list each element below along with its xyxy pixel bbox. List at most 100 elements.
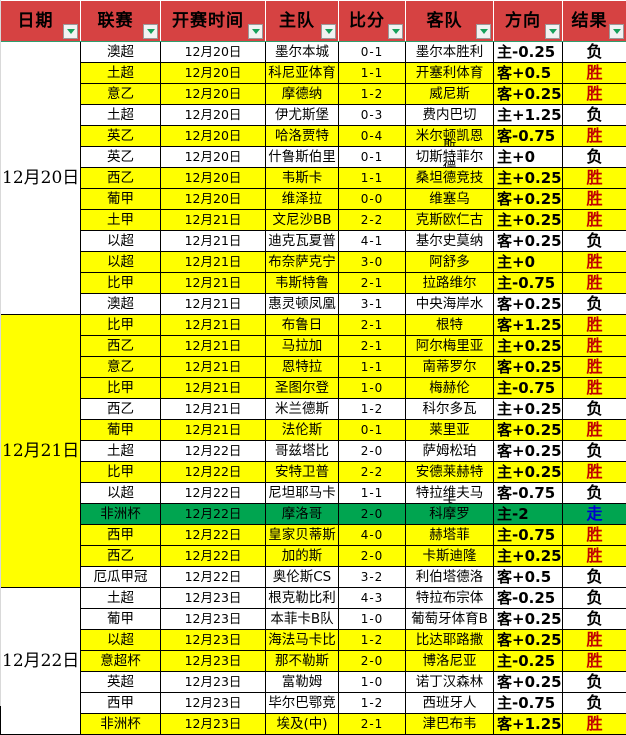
cell-result: 胜	[563, 630, 626, 651]
cell-score: 4-0	[339, 525, 406, 546]
cell-league: 比甲	[81, 315, 161, 336]
cell-home-team: 恩特拉	[266, 357, 339, 378]
cell-score: 1-1	[339, 483, 406, 504]
cell-result: 胜	[563, 651, 626, 672]
cell-result: 胜	[563, 84, 626, 105]
cell-direction: 主+0	[494, 252, 563, 273]
col-header-result[interactable]: 结果	[563, 1, 626, 42]
col-header-date[interactable]: 日期	[1, 1, 81, 42]
cell-direction: 客+0.5	[494, 63, 563, 84]
cell-direction: 主-0.75	[494, 273, 563, 294]
cell-score: 1-1	[339, 63, 406, 84]
cell-direction: 客+0.25	[494, 294, 563, 315]
cell-away-team: 梅赫伦	[406, 378, 494, 399]
cell-time: 12月22日	[161, 483, 266, 504]
filter-dropdown-icon-direction[interactable]	[545, 24, 560, 39]
cell-away-team: 比达耶路撒	[406, 630, 494, 651]
cell-home-team: 圣图尔登	[266, 378, 339, 399]
col-header-score[interactable]: 比分	[339, 1, 406, 42]
filter-dropdown-icon-score[interactable]	[388, 24, 403, 39]
cell-away-team: 开塞利体育	[406, 63, 494, 84]
col-header-home[interactable]: 主队	[266, 1, 339, 42]
cell-home-team: 韦斯特鲁	[266, 273, 339, 294]
cell-time: 12月21日	[161, 210, 266, 231]
cell-time: 12月20日	[161, 63, 266, 84]
cell-direction: 主+0.25	[494, 546, 563, 567]
cell-time: 12月20日	[161, 105, 266, 126]
cell-home-team: 惠灵顿凤凰	[266, 294, 339, 315]
cell-direction: 主+0	[494, 147, 563, 168]
cell-result: 胜	[563, 714, 626, 735]
cell-away-team: 基尔史莫纳	[406, 231, 494, 252]
cell-home-team: 尼坦耶马卡	[266, 483, 339, 504]
filter-dropdown-icon-time[interactable]	[248, 24, 263, 39]
cell-direction: 主-0.25	[494, 651, 563, 672]
cell-away-team: 拉路维尔	[406, 273, 494, 294]
filter-dropdown-icon-league[interactable]	[143, 24, 158, 39]
cell-score: 2-0	[339, 546, 406, 567]
cell-away-team: 阿尔梅里亚	[406, 336, 494, 357]
cell-result: 负	[563, 693, 626, 714]
cell-league: 非洲杯	[81, 714, 161, 735]
cell-result: 胜	[563, 378, 626, 399]
col-header-direction[interactable]: 方向	[494, 1, 563, 42]
filter-dropdown-icon-date[interactable]	[63, 24, 78, 39]
cell-score: 1-0	[339, 609, 406, 630]
cell-league: 以超	[81, 252, 161, 273]
cell-direction: 客+0.25	[494, 672, 563, 693]
filter-dropdown-icon-home[interactable]	[321, 24, 336, 39]
col-header-league[interactable]: 联赛	[81, 1, 161, 42]
cell-time: 12月23日	[161, 609, 266, 630]
cell-time: 12月22日	[161, 504, 266, 525]
filter-dropdown-icon-result[interactable]	[609, 24, 624, 39]
col-header-time[interactable]: 开赛时间	[161, 1, 266, 42]
cell-direction: 主-0.75	[494, 525, 563, 546]
cell-time: 12月20日	[161, 42, 266, 63]
col-header-away[interactable]: 客队	[406, 1, 494, 42]
cell-away-team: 葡萄牙体育B	[406, 609, 494, 630]
cell-result: 负	[563, 147, 626, 168]
cell-score: 1-2	[339, 630, 406, 651]
filter-dropdown-icon-away[interactable]	[476, 24, 491, 39]
cell-time: 12月20日	[161, 126, 266, 147]
cell-direction: 主-0.25	[494, 42, 563, 63]
cell-score: 1-0	[339, 378, 406, 399]
cell-time: 12月20日	[161, 189, 266, 210]
cell-result: 负	[563, 441, 626, 462]
cell-result: 负	[563, 231, 626, 252]
